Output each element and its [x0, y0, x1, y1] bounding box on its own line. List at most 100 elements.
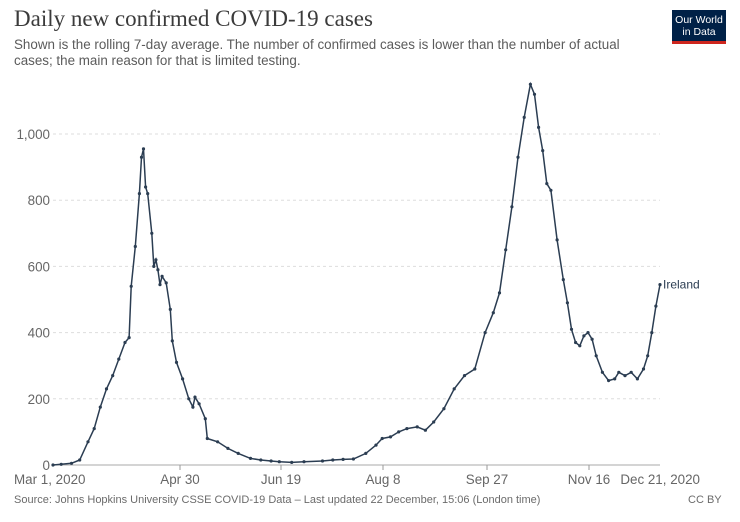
data-point — [98, 405, 102, 409]
chart-title: Daily new confirmed COVID-19 cases — [14, 6, 373, 31]
series-label-ireland: Ireland — [663, 278, 700, 292]
y-tick-label: 200 — [28, 392, 50, 407]
data-point — [51, 463, 55, 467]
data-point — [641, 367, 646, 371]
y-axis-ticks: 0 200 400 600 800 1,000 — [16, 127, 50, 473]
data-point — [613, 377, 617, 381]
data-point — [168, 307, 172, 311]
data-point — [236, 451, 240, 455]
data-point — [78, 458, 82, 462]
x-tick-label: Dec 21, 2020 — [620, 472, 700, 487]
series-line-ireland[interactable] — [52, 81, 661, 466]
data-point — [380, 436, 384, 441]
data-point — [510, 205, 514, 209]
data-point — [59, 462, 63, 466]
y-tick-label: 0 — [43, 458, 50, 473]
data-point — [127, 336, 131, 340]
x-tick-label: Apr 30 — [160, 472, 199, 487]
data-point — [654, 304, 658, 308]
data-point — [658, 283, 662, 287]
data-point — [191, 405, 195, 409]
data-point — [629, 370, 633, 374]
data-point — [432, 420, 436, 424]
data-point — [158, 283, 162, 287]
data-point — [137, 192, 141, 196]
data-point — [174, 360, 179, 364]
data-point — [541, 149, 545, 153]
data-point — [146, 192, 150, 196]
data-point — [582, 334, 586, 338]
data-point — [302, 460, 306, 464]
data-point — [259, 458, 263, 462]
data-point — [374, 443, 378, 447]
data-point — [452, 387, 456, 391]
data-point — [152, 264, 156, 268]
data-point — [139, 155, 144, 159]
data-point — [532, 92, 537, 96]
owid-logo[interactable]: Our World in Data — [672, 10, 726, 44]
license-link[interactable]: CC BY — [688, 494, 722, 506]
logo-line-2: in Data — [682, 26, 716, 38]
data-point — [635, 377, 640, 381]
data-point — [351, 457, 355, 461]
data-point — [181, 377, 185, 381]
data-point — [537, 125, 541, 129]
x-axis-ticks: Mar 1, 2020 Apr 30 Jun 19 Aug 8 Sep 27 Nov 16… — [14, 465, 700, 487]
data-point — [141, 147, 146, 151]
data-point — [528, 82, 533, 86]
data-point — [248, 456, 253, 460]
data-point — [154, 258, 158, 262]
data-point — [388, 435, 393, 439]
data-point — [269, 459, 273, 463]
series-points — [51, 82, 662, 467]
data-point — [156, 268, 160, 272]
data-point — [607, 379, 611, 383]
data-point — [549, 188, 553, 192]
data-point — [331, 458, 335, 462]
data-point — [111, 374, 115, 378]
data-point — [473, 367, 477, 371]
source-note[interactable]: Source: Johns Hopkins University CSSE CO… — [14, 494, 541, 506]
data-point — [397, 430, 401, 434]
data-point — [650, 331, 654, 335]
gridlines — [53, 133, 660, 466]
data-point — [205, 436, 209, 441]
data-point — [565, 301, 570, 305]
x-tick-label: Mar 1, 2020 — [14, 472, 85, 487]
data-point — [144, 185, 148, 189]
data-point — [193, 395, 197, 399]
logo-line-1: Our World — [675, 14, 723, 26]
y-tick-label: 400 — [28, 326, 50, 341]
data-point — [569, 327, 574, 331]
x-tick-label: Nov 16 — [568, 472, 610, 487]
data-point — [197, 402, 201, 406]
data-point — [92, 427, 96, 431]
data-point — [600, 370, 605, 374]
data-point — [320, 459, 325, 463]
data-point — [442, 407, 446, 411]
data-point — [405, 427, 409, 431]
data-point — [170, 339, 174, 343]
data-point — [623, 374, 627, 378]
data-point — [497, 291, 502, 295]
x-tick-label: Jun 19 — [261, 472, 301, 487]
y-tick-label: 800 — [28, 193, 50, 208]
data-point — [226, 446, 230, 450]
data-point — [104, 387, 109, 391]
data-point — [415, 425, 419, 429]
data-point — [574, 340, 578, 345]
data-point — [504, 248, 508, 252]
data-point — [483, 331, 487, 335]
data-point — [290, 460, 294, 464]
data-point — [590, 337, 594, 341]
data-point — [150, 231, 154, 235]
data-point — [586, 331, 590, 335]
data-point — [545, 182, 549, 186]
data-point — [123, 340, 127, 345]
y-tick-label: 600 — [28, 259, 50, 274]
data-point — [129, 284, 133, 288]
data-point — [133, 244, 137, 249]
data-point — [364, 451, 368, 455]
data-point — [164, 281, 168, 285]
